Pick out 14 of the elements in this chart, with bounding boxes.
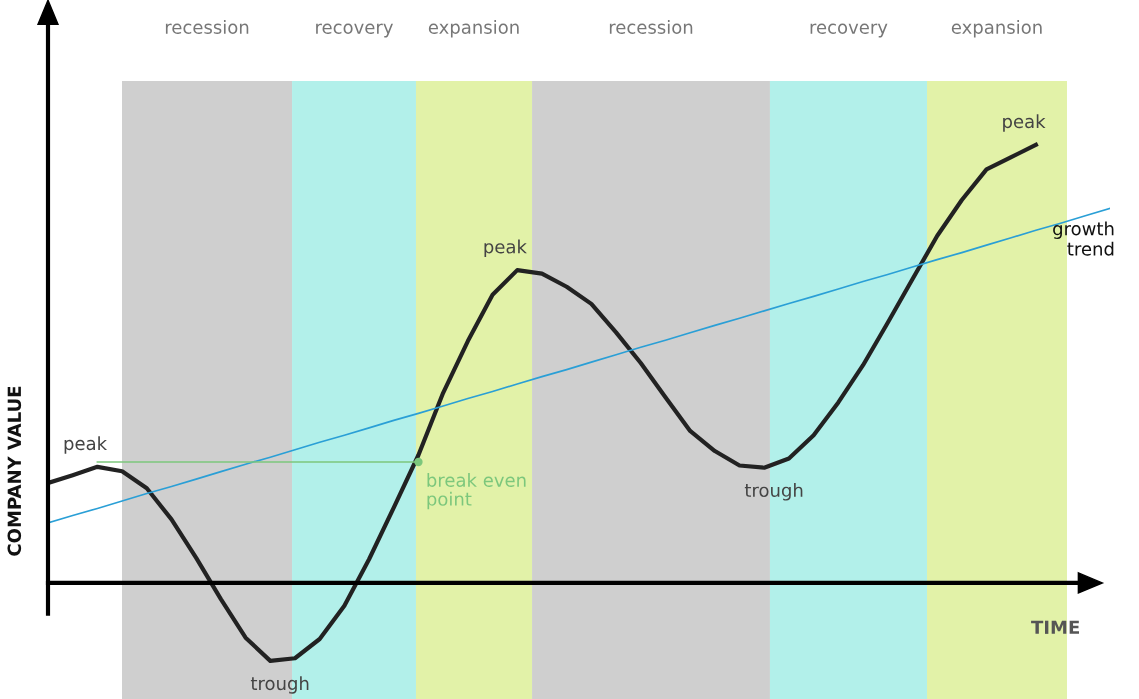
annotation: trough: [744, 483, 803, 501]
y-axis-title: COMPANY VALUE: [7, 386, 22, 556]
text: recession: [165, 20, 249, 34]
text: peak: [1003, 114, 1046, 132]
annotation: peak: [484, 239, 527, 257]
annotation: peak: [64, 436, 108, 454]
text: recovery: [810, 23, 888, 38]
annotation: break even point: [427, 472, 526, 510]
series-label: growth trend: [1053, 221, 1114, 256]
text: trough: [250, 676, 309, 694]
text: expansion: [951, 20, 1042, 38]
text: recovery: [316, 23, 393, 38]
text: recession: [609, 20, 693, 34]
text: expansion: [428, 20, 519, 38]
